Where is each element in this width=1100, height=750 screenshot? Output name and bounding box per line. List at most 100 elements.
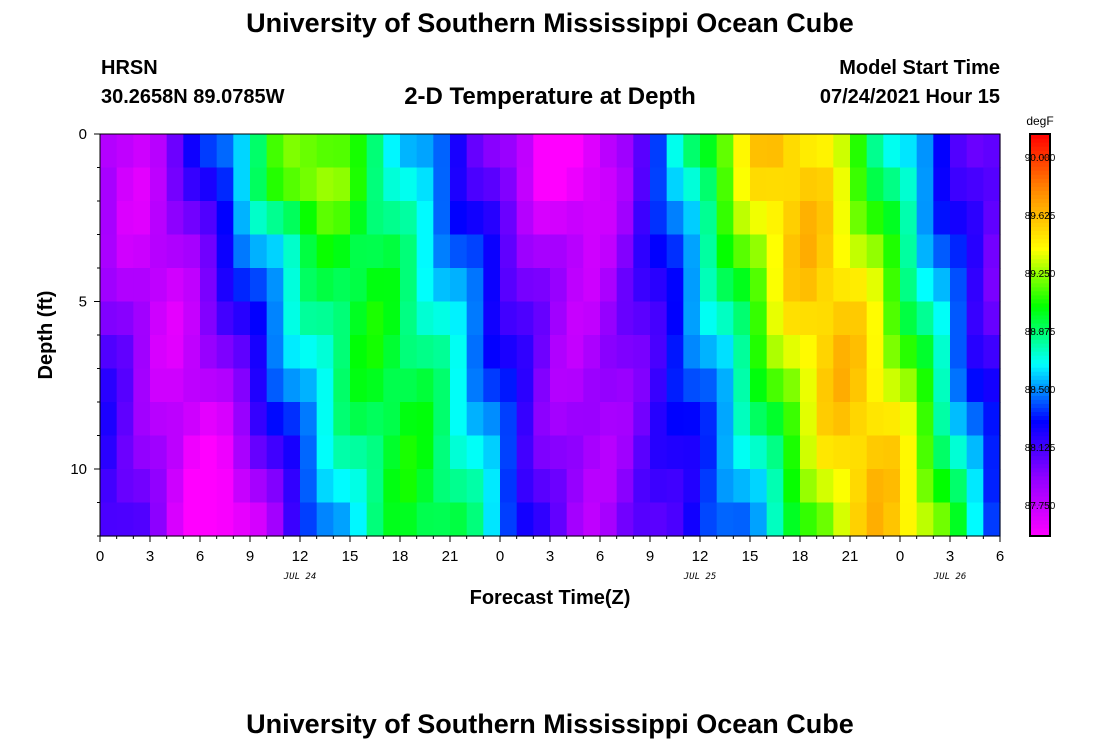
heatmap-cell [883,435,901,470]
heatmap-cell [783,301,801,336]
heatmap-cell [716,234,734,269]
heatmap-cell [550,201,568,236]
heatmap-cell [683,469,701,504]
heatmap-cell [150,402,168,437]
heatmap-cell [600,435,618,470]
colorbar-segment [1030,302,1050,308]
heatmap-cell [116,335,134,370]
heatmap-cell [233,402,251,437]
heatmap-cell [616,301,634,336]
colorbar-segment [1030,395,1050,400]
heatmap-cell [216,469,234,504]
heatmap-cell [450,234,468,269]
heatmap-cell [433,301,451,336]
heatmap-cell [450,402,468,437]
heatmap-cell [483,301,501,336]
heatmap-cell [700,368,718,403]
heatmap-cell [433,234,451,269]
colorbar-segment [1030,403,1050,408]
heatmap-cell [533,335,551,370]
heatmap-cell [733,368,751,403]
station-coordinates: 30.2658N 89.0785W [101,86,285,108]
heatmap-cell [350,301,368,336]
colorbar-segment [1030,194,1050,199]
heatmap-cell [900,402,918,437]
heatmap-cell [333,469,351,504]
heatmap-cell [950,268,968,303]
colorbar-segment [1030,443,1050,449]
heatmap-cell [983,201,1001,236]
heatmap-cell [300,335,318,370]
heatmap-cell [383,502,401,537]
heatmap-cell [916,368,934,403]
heatmap-cell [100,201,118,236]
heatmap-cell [833,502,851,537]
colorbar-segment [1030,531,1050,537]
heatmap-cell [883,335,901,370]
heatmap-cell [433,469,451,504]
heatmap-cell [333,335,351,370]
y-axis-label: Depth (ft) [35,291,57,380]
heatmap-cell [950,435,968,470]
heatmap-cell [350,134,368,169]
heatmap-cell [433,368,451,403]
heatmap-cell [683,335,701,370]
colorbar-segment [1030,238,1050,244]
heatmap-cell [150,301,168,336]
heatmap-cell [833,435,851,470]
colorbar-segment [1030,246,1050,252]
heatmap-cell [216,167,234,202]
heatmap-cell [200,335,218,370]
heatmap-cell [950,301,968,336]
station-name: HRSN [101,57,158,79]
heatmap-cell [916,301,934,336]
heatmap-cell [216,402,234,437]
heatmap-cell [383,469,401,504]
heatmap-cell [866,201,884,236]
heatmap-cell [316,368,334,403]
heatmap-cell [883,268,901,303]
heatmap-cell [150,502,168,537]
heatmap-cell [300,502,318,537]
heatmap-cell [866,368,884,403]
heatmap-cell [500,368,518,403]
heatmap-cell [616,469,634,504]
heatmap-cell [366,335,384,370]
heatmap-cell [100,301,118,336]
colorbar-segment [1030,383,1050,388]
heatmap-cell [150,134,168,169]
colorbar-segment [1030,495,1050,501]
heatmap-cell [283,234,301,269]
heatmap-cell [383,167,401,202]
colorbar-segment [1030,254,1050,260]
heatmap-cell [733,402,751,437]
heatmap-cell [383,301,401,336]
heatmap-cell [833,368,851,403]
heatmap-cell [966,469,984,504]
heatmap-cell [100,402,118,437]
heatmap-cell [466,201,484,236]
heatmap-cell [816,201,834,236]
colorbar-segment [1030,491,1050,497]
heatmap-cell [283,502,301,537]
heatmap-cell [750,301,768,336]
heatmap-cell [316,502,334,537]
heatmap-cell [100,167,118,202]
heatmap-cell [916,201,934,236]
colorbar-segment [1030,274,1050,280]
heatmap-cell [350,435,368,470]
colorbar-segment [1030,483,1050,489]
heatmap-cell [550,301,568,336]
heatmap-cell [533,167,551,202]
heatmap-cell [700,234,718,269]
heatmap-cell [266,402,284,437]
colorbar-segment [1030,170,1050,175]
heatmap-cell [983,469,1001,504]
colorbar-unit-label: degF [1026,114,1053,128]
y-tick-label: 10 [70,461,87,478]
heatmap-cell [166,435,184,470]
heatmap-cell [916,435,934,470]
heatmap-cell [416,134,434,169]
heatmap-cell [750,502,768,537]
heatmap-cell [766,368,784,403]
